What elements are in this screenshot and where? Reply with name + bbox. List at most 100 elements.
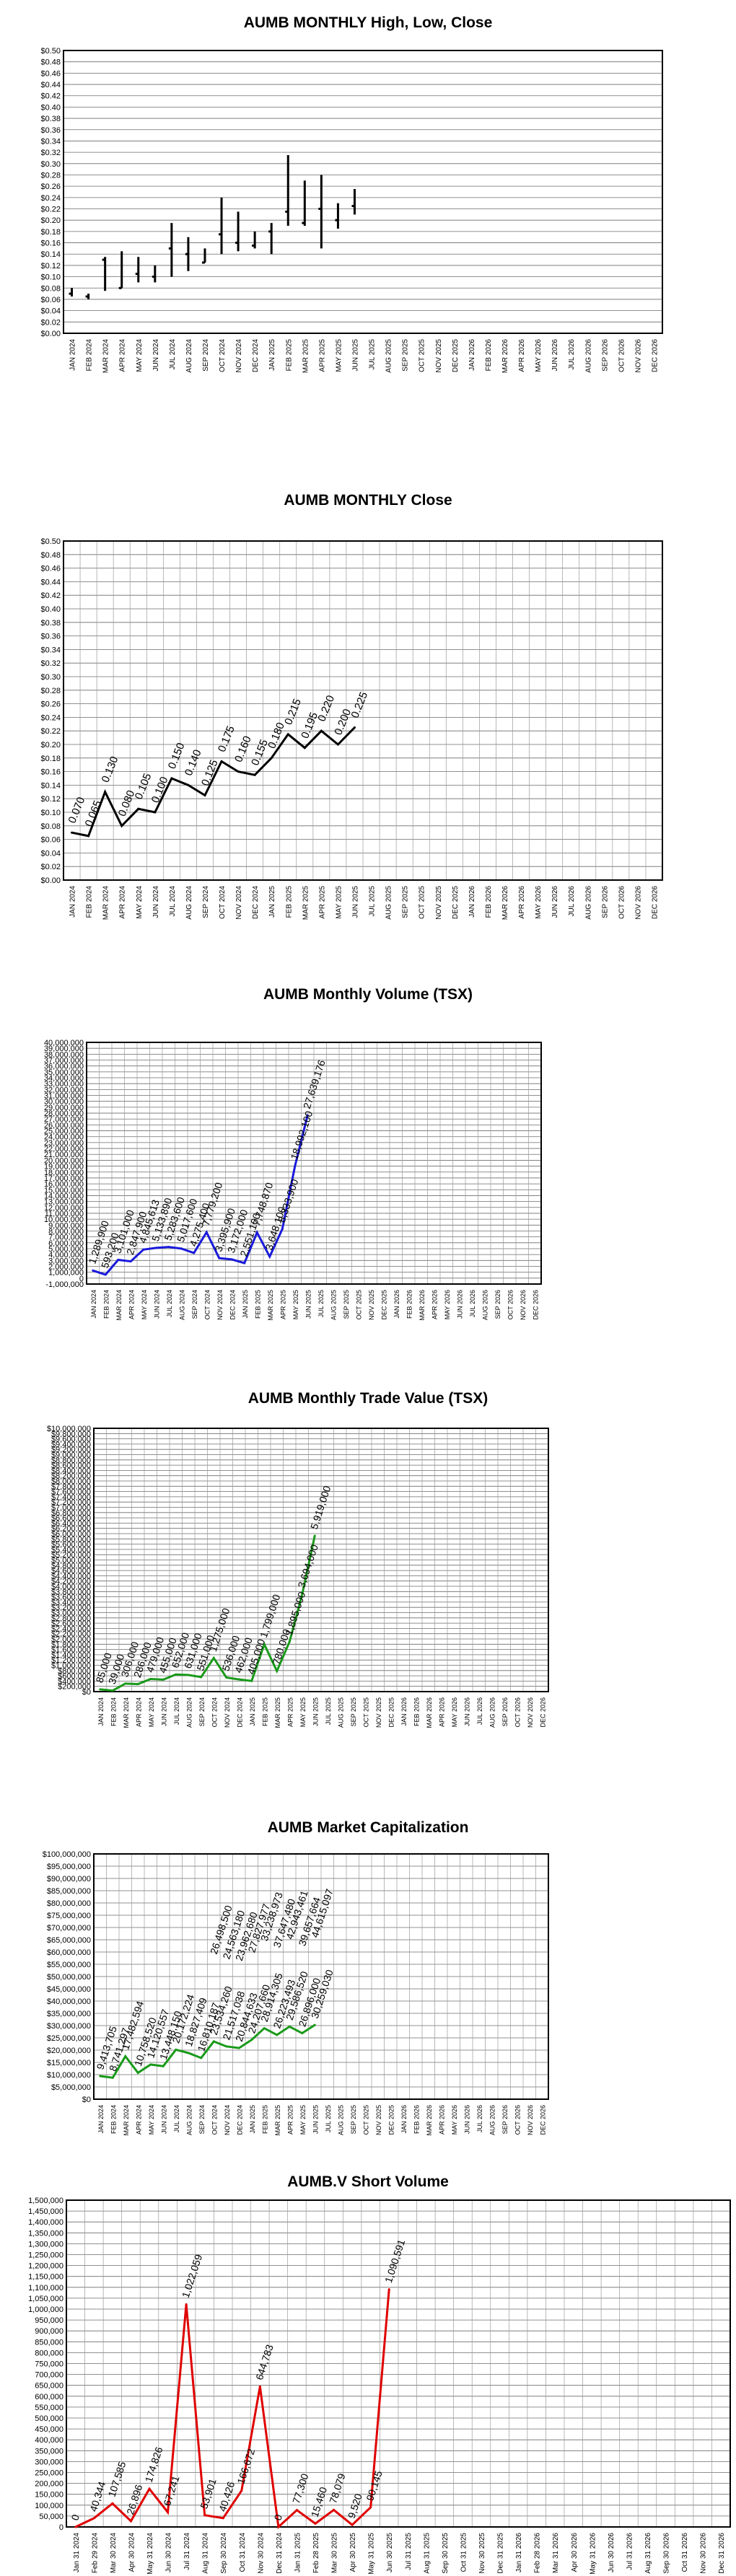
y-tick-label: $0.48 bbox=[40, 551, 61, 560]
x-tick-label: AUG 2025 bbox=[385, 339, 393, 373]
x-tick-label: APR 2024 bbox=[135, 1697, 142, 1727]
y-tick-label: $0.22 bbox=[40, 727, 61, 736]
plot-border bbox=[63, 50, 663, 334]
data-point bbox=[212, 2040, 215, 2043]
y-tick-label: 29,000,000 bbox=[44, 1104, 84, 1112]
y-tick-label: 3,000,000 bbox=[48, 1257, 84, 1265]
data-point bbox=[268, 1255, 271, 1258]
y-tick-label: 17,000,000 bbox=[44, 1174, 84, 1183]
x-tick-label: MAY 2024 bbox=[148, 1697, 155, 1727]
x-tick-label: AUG 2025 bbox=[330, 1290, 337, 1320]
y-tick-label: 16,000,000 bbox=[44, 1180, 84, 1189]
x-tick-label: MAY 2025 bbox=[335, 886, 343, 919]
x-tick-label: DEC 2024 bbox=[229, 1290, 236, 1320]
x-tick-label: Jul 31 2024 bbox=[183, 2533, 191, 2570]
y-tick-label: $15,000,000 bbox=[47, 2059, 91, 2067]
x-tick-label: OCT 2026 bbox=[507, 1290, 514, 1319]
x-tick-label: MAR 2025 bbox=[302, 339, 310, 374]
y-tick-label: $10,000,000 bbox=[47, 1425, 91, 1433]
x-tick-label: Jun 30 2026 bbox=[608, 2533, 615, 2572]
y-tick-label: $100,000,000 bbox=[43, 1850, 91, 1859]
x-tick-label: AUG 2026 bbox=[481, 1290, 489, 1320]
x-tick-label: JUL 2026 bbox=[568, 339, 576, 370]
x-tick-label: APR 2024 bbox=[119, 339, 127, 372]
x-tick-label: SEP 2025 bbox=[343, 1290, 350, 1319]
x-tick-label: JUL 2024 bbox=[169, 886, 177, 917]
x-tick-label: Jan 31 2026 bbox=[515, 2533, 523, 2572]
series-line bbox=[92, 1115, 309, 1276]
x-tick-label: AUG 2024 bbox=[185, 339, 193, 373]
x-tick-label: FEB 2025 bbox=[254, 1290, 261, 1319]
y-tick-label: 0 bbox=[79, 1275, 84, 1283]
data-point bbox=[286, 733, 289, 736]
x-tick-label: Dec 31 2024 bbox=[276, 2533, 284, 2574]
x-tick-label: JUL 2025 bbox=[317, 1290, 325, 1317]
data-point bbox=[92, 2517, 95, 2520]
y-tick-label: 250,000 bbox=[35, 2469, 63, 2478]
data-point bbox=[193, 1252, 196, 1254]
data-point bbox=[243, 1262, 246, 1265]
x-tick-label: JUN 2026 bbox=[551, 339, 559, 372]
y-tick-label: 1,150,000 bbox=[28, 2273, 63, 2282]
x-tick-label: Mar 30 2024 bbox=[110, 2533, 118, 2574]
y-tick-label: $0.42 bbox=[40, 592, 61, 600]
x-tick-label: DEC 2025 bbox=[387, 1697, 395, 1728]
data-point bbox=[336, 743, 339, 746]
y-tick-label: $0.12 bbox=[40, 795, 61, 804]
y-tick-label: $0.02 bbox=[40, 318, 61, 327]
y-tick-label: $0.00 bbox=[40, 330, 61, 338]
gridlines bbox=[93, 1853, 549, 2100]
y-tick-label: $2,600,000 bbox=[51, 1619, 91, 1628]
x-tick-label: APR 2024 bbox=[128, 1290, 135, 1319]
x-tick-label: OCT 2026 bbox=[514, 2105, 521, 2135]
data-point bbox=[225, 1676, 228, 1679]
x-tick-label: JAN 2026 bbox=[393, 1290, 400, 1319]
y-tick-label: 100,000 bbox=[35, 2502, 63, 2510]
y-tick-label: $8,400,000 bbox=[51, 1467, 91, 1475]
x-tick-label: Feb 28 2025 bbox=[312, 2533, 320, 2574]
data-point bbox=[149, 1678, 152, 1681]
x-tick-label: APR 2025 bbox=[279, 1290, 286, 1319]
x-tick-label: MAY 2024 bbox=[136, 886, 144, 919]
y-tick-label: $0.40 bbox=[40, 103, 61, 112]
y-tick-label: 850,000 bbox=[35, 2338, 63, 2347]
series-line bbox=[71, 726, 356, 838]
monthly-close-svg: $0.00 $0.02 $0.04 $0.06 $0.08 $0.10 $0.12 $0.14… bbox=[40, 537, 663, 920]
y-tick-label: $1,400,000 bbox=[51, 1651, 91, 1660]
chart-title: AUMB MONTHLY High, Low, Close bbox=[243, 14, 493, 31]
y-tick-label: 350,000 bbox=[35, 2447, 63, 2456]
x-tick-label: SEP 2025 bbox=[350, 1697, 357, 1726]
x-tick-label: MAR 2024 bbox=[102, 886, 110, 920]
y-tick-label: $0.20 bbox=[40, 216, 61, 225]
x-tick-label: NOV 2025 bbox=[435, 339, 443, 373]
y-tick-label: 30,000,000 bbox=[44, 1098, 84, 1107]
x-tick-label: MAY 2025 bbox=[299, 2105, 307, 2135]
data-point bbox=[167, 1246, 170, 1249]
y-tick-label: $0 bbox=[82, 2096, 91, 2104]
y-tick-label: $0.20 bbox=[40, 741, 61, 749]
x-tick-label: FEB 2025 bbox=[261, 2105, 268, 2134]
data-point bbox=[185, 2303, 188, 2305]
y-tick-label: $95,000,000 bbox=[47, 1863, 91, 1871]
y-tick-label: $0.28 bbox=[40, 171, 61, 180]
y-tick-label: $3,200,000 bbox=[51, 1604, 91, 1612]
data-point bbox=[154, 1247, 157, 1249]
y-tick-label: 1,300,000 bbox=[28, 2240, 63, 2248]
x-tick-label: MAY 2026 bbox=[451, 1697, 458, 1727]
data-point bbox=[281, 1228, 284, 1231]
y-tick-label: $0.04 bbox=[40, 307, 61, 316]
data-point bbox=[212, 1656, 215, 1659]
x-tick-label: NOV 2026 bbox=[634, 339, 642, 373]
data-point bbox=[237, 770, 240, 773]
x-tick-label: Sep 30 2025 bbox=[442, 2533, 450, 2574]
y-tick-label: $600,000 bbox=[58, 1672, 91, 1681]
x-tick-label: MAR 2026 bbox=[426, 2105, 433, 2136]
x-tick-label: NOV 2026 bbox=[527, 2105, 534, 2135]
y-tick-label: $90,000,000 bbox=[47, 1875, 91, 1883]
y-tick-label: $6,400,000 bbox=[51, 1519, 91, 1528]
x-tick-label: MAR 2026 bbox=[419, 1290, 426, 1321]
x-tick-label: OCT 2026 bbox=[514, 1697, 521, 1727]
short-volume-chart: AUMB.V Short Volume 0 50,000 100,000 150,00… bbox=[0, 2160, 736, 2576]
y-tick-label: 27,000,000 bbox=[44, 1115, 84, 1124]
y-tick-label: 6,000,000 bbox=[48, 1239, 84, 1248]
